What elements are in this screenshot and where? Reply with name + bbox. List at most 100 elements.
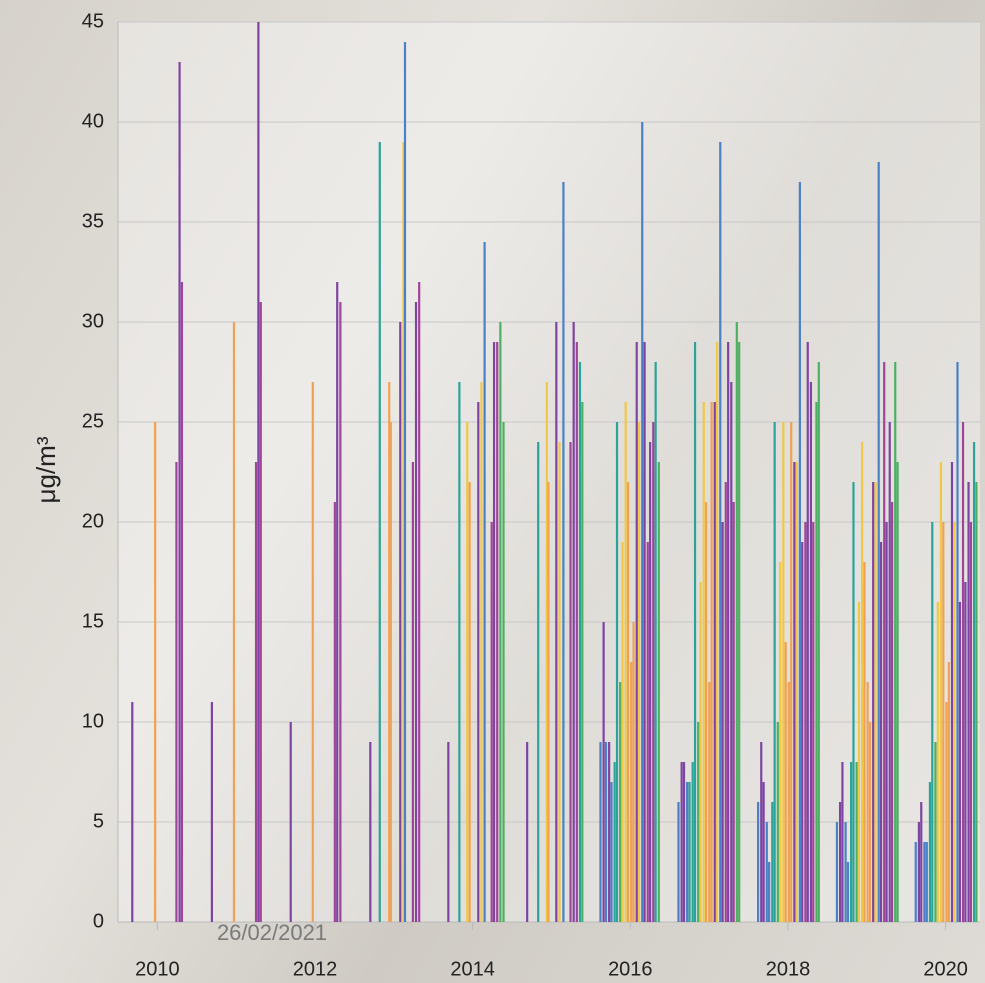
bar [688,782,691,922]
bar [724,482,727,922]
bar [793,462,796,922]
bar [738,342,741,922]
bar [545,382,548,922]
bar [403,42,407,922]
bar [917,822,920,922]
bar [817,362,820,922]
bar [883,362,886,922]
bar [776,722,779,922]
bar [928,782,932,922]
x-tick-label: 2014 [450,958,495,980]
bar [953,522,956,922]
bar [925,842,928,922]
bar [180,282,184,922]
bar [931,522,934,922]
bar [727,342,730,922]
bar [537,442,540,922]
y-axis-label: μg/m³ [31,436,61,503]
bar [704,502,708,922]
bar [572,322,575,922]
bar [682,762,686,922]
bar [610,782,613,922]
bar [575,342,578,922]
bar [697,722,700,922]
bar [311,382,314,922]
bar [779,562,782,922]
bar [630,662,633,922]
bar [210,702,213,922]
bar [369,742,372,922]
bar [490,522,493,922]
bar [852,482,855,922]
bar [782,422,785,922]
bar [975,482,978,922]
bar [547,482,550,922]
bar [699,582,702,922]
bar [562,182,565,922]
bar [615,422,619,922]
bar [477,402,480,922]
y-tick-label: 15 [82,610,104,632]
bar [693,342,697,922]
bar [708,682,711,922]
bar [602,622,605,922]
bar [333,502,336,922]
bar [961,422,965,922]
x-tick-label: 2020 [923,958,968,980]
bar [850,762,853,922]
bar [719,142,722,922]
bar [874,482,877,922]
bar [773,422,776,922]
bar [496,342,499,922]
bar [771,802,774,922]
bar [652,422,655,922]
bar [414,302,418,922]
bar [939,462,943,922]
bar [866,682,869,922]
bar [641,122,644,922]
bar [483,242,486,922]
bar [492,342,496,922]
bar [812,522,815,922]
bar [702,402,705,922]
bar [942,522,945,922]
y-tick-label: 5 [93,810,104,832]
bar [972,442,976,922]
x-tick-label: 2018 [766,958,811,980]
bar [809,382,813,922]
bar [721,522,724,922]
bar [846,862,850,922]
bar [888,422,891,922]
bar [790,422,793,922]
bar [389,422,392,922]
bar [154,422,157,922]
bar [289,722,292,922]
bar [713,402,716,922]
bar [686,782,689,922]
bar [378,142,381,922]
y-tick-label: 20 [82,510,104,532]
y-tick-label: 35 [82,210,104,232]
y-tick-label: 30 [82,310,104,332]
bar [964,582,967,922]
bar [716,342,719,922]
y-tick-label: 10 [82,710,104,732]
bar [798,182,801,922]
bar [857,602,861,922]
y-tick-label: 25 [82,410,104,432]
bar [967,482,970,922]
bar [757,802,760,922]
bar [795,462,798,922]
bar [657,462,660,922]
bar [872,482,875,922]
bar [646,542,649,922]
bar [599,742,602,922]
bar [635,342,638,922]
bar [608,742,611,922]
bar [710,402,713,922]
bar [402,142,405,922]
bar [339,302,342,922]
bar [894,362,897,922]
bar [466,422,469,922]
bar [920,802,923,922]
